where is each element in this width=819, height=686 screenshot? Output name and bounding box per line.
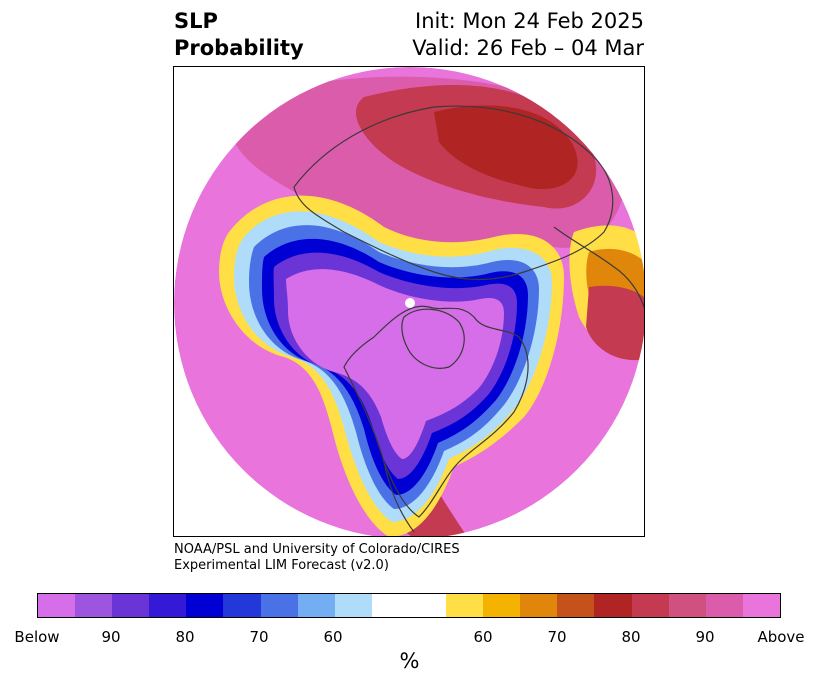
coastlines bbox=[293, 105, 644, 533]
credit-text: NOAA/PSL and University of Colorado/CIRE… bbox=[174, 542, 460, 574]
title-line-variable: SLP bbox=[174, 9, 218, 33]
colorbar-segment bbox=[38, 594, 76, 617]
init-date: Init: Mon 24 Feb 2025 bbox=[415, 9, 644, 33]
colorbar-tick-label: 90 bbox=[695, 628, 715, 646]
colorbar-segment bbox=[75, 594, 113, 617]
colorbar-segment bbox=[594, 594, 632, 617]
colorbar-tick-label: 70 bbox=[249, 628, 269, 646]
credit-line-1: NOAA/PSL and University of Colorado/CIRE… bbox=[174, 542, 460, 557]
colorbar-segment bbox=[334, 594, 372, 617]
colorbar-segment bbox=[446, 594, 484, 617]
colorbar-segment bbox=[520, 594, 558, 617]
forecast-dates: Init: Mon 24 Feb 2025 Valid: 26 Feb – 04… bbox=[412, 8, 644, 62]
coastline-eurasia bbox=[293, 105, 614, 281]
colorbar-tick-label: 70 bbox=[547, 628, 567, 646]
colorbar-segment bbox=[297, 594, 335, 617]
credit-line-2: Experimental LIM Forecast (v2.0) bbox=[174, 558, 389, 573]
colorbar-segment bbox=[668, 594, 706, 617]
probability-field bbox=[174, 67, 644, 536]
colorbar-tick-label: 90 bbox=[101, 628, 121, 646]
colorbar-segment bbox=[557, 594, 595, 617]
colorbar-segment bbox=[483, 594, 521, 617]
coastline-central-america bbox=[383, 461, 415, 533]
colorbar-tick-label: Below bbox=[14, 628, 60, 646]
colorbar-segment bbox=[223, 594, 261, 617]
coastline-europe bbox=[553, 226, 644, 308]
probability-map-svg bbox=[174, 67, 644, 536]
colorbar-ticks: Below 90 80 70 60 60 70 80 90 Above bbox=[0, 628, 819, 648]
colorbar-segment bbox=[371, 594, 447, 617]
colorbar-tick-label: 80 bbox=[175, 628, 195, 646]
colorbar-unit: % bbox=[399, 649, 420, 673]
colorbar-segment bbox=[186, 594, 224, 617]
valid-range: Valid: 26 Feb – 04 Mar bbox=[412, 36, 644, 60]
colorbar-tick-label: 80 bbox=[621, 628, 641, 646]
north-pole-marker bbox=[405, 298, 415, 308]
colorbar-tick-label: 60 bbox=[473, 628, 493, 646]
colorbar-segment bbox=[112, 594, 150, 617]
colorbar-segment bbox=[260, 594, 298, 617]
field-above-75-north bbox=[434, 105, 578, 190]
colorbar bbox=[37, 593, 781, 618]
field-strong-below-core bbox=[286, 269, 504, 459]
colorbar-tick-label: 60 bbox=[323, 628, 343, 646]
coastline-greenland bbox=[401, 308, 465, 369]
colorbar-segment bbox=[631, 594, 669, 617]
coastline-north-america bbox=[343, 305, 529, 518]
title-line-quantity: Probability bbox=[174, 36, 304, 60]
field-above-80-east bbox=[586, 285, 644, 361]
chart-title: SLP Probability bbox=[174, 8, 304, 62]
colorbar-segment bbox=[149, 594, 187, 617]
polar-map bbox=[173, 66, 645, 537]
colorbar-segment bbox=[742, 594, 780, 617]
colorbar-segment bbox=[705, 594, 743, 617]
colorbar-tick-label: Above bbox=[757, 628, 805, 646]
